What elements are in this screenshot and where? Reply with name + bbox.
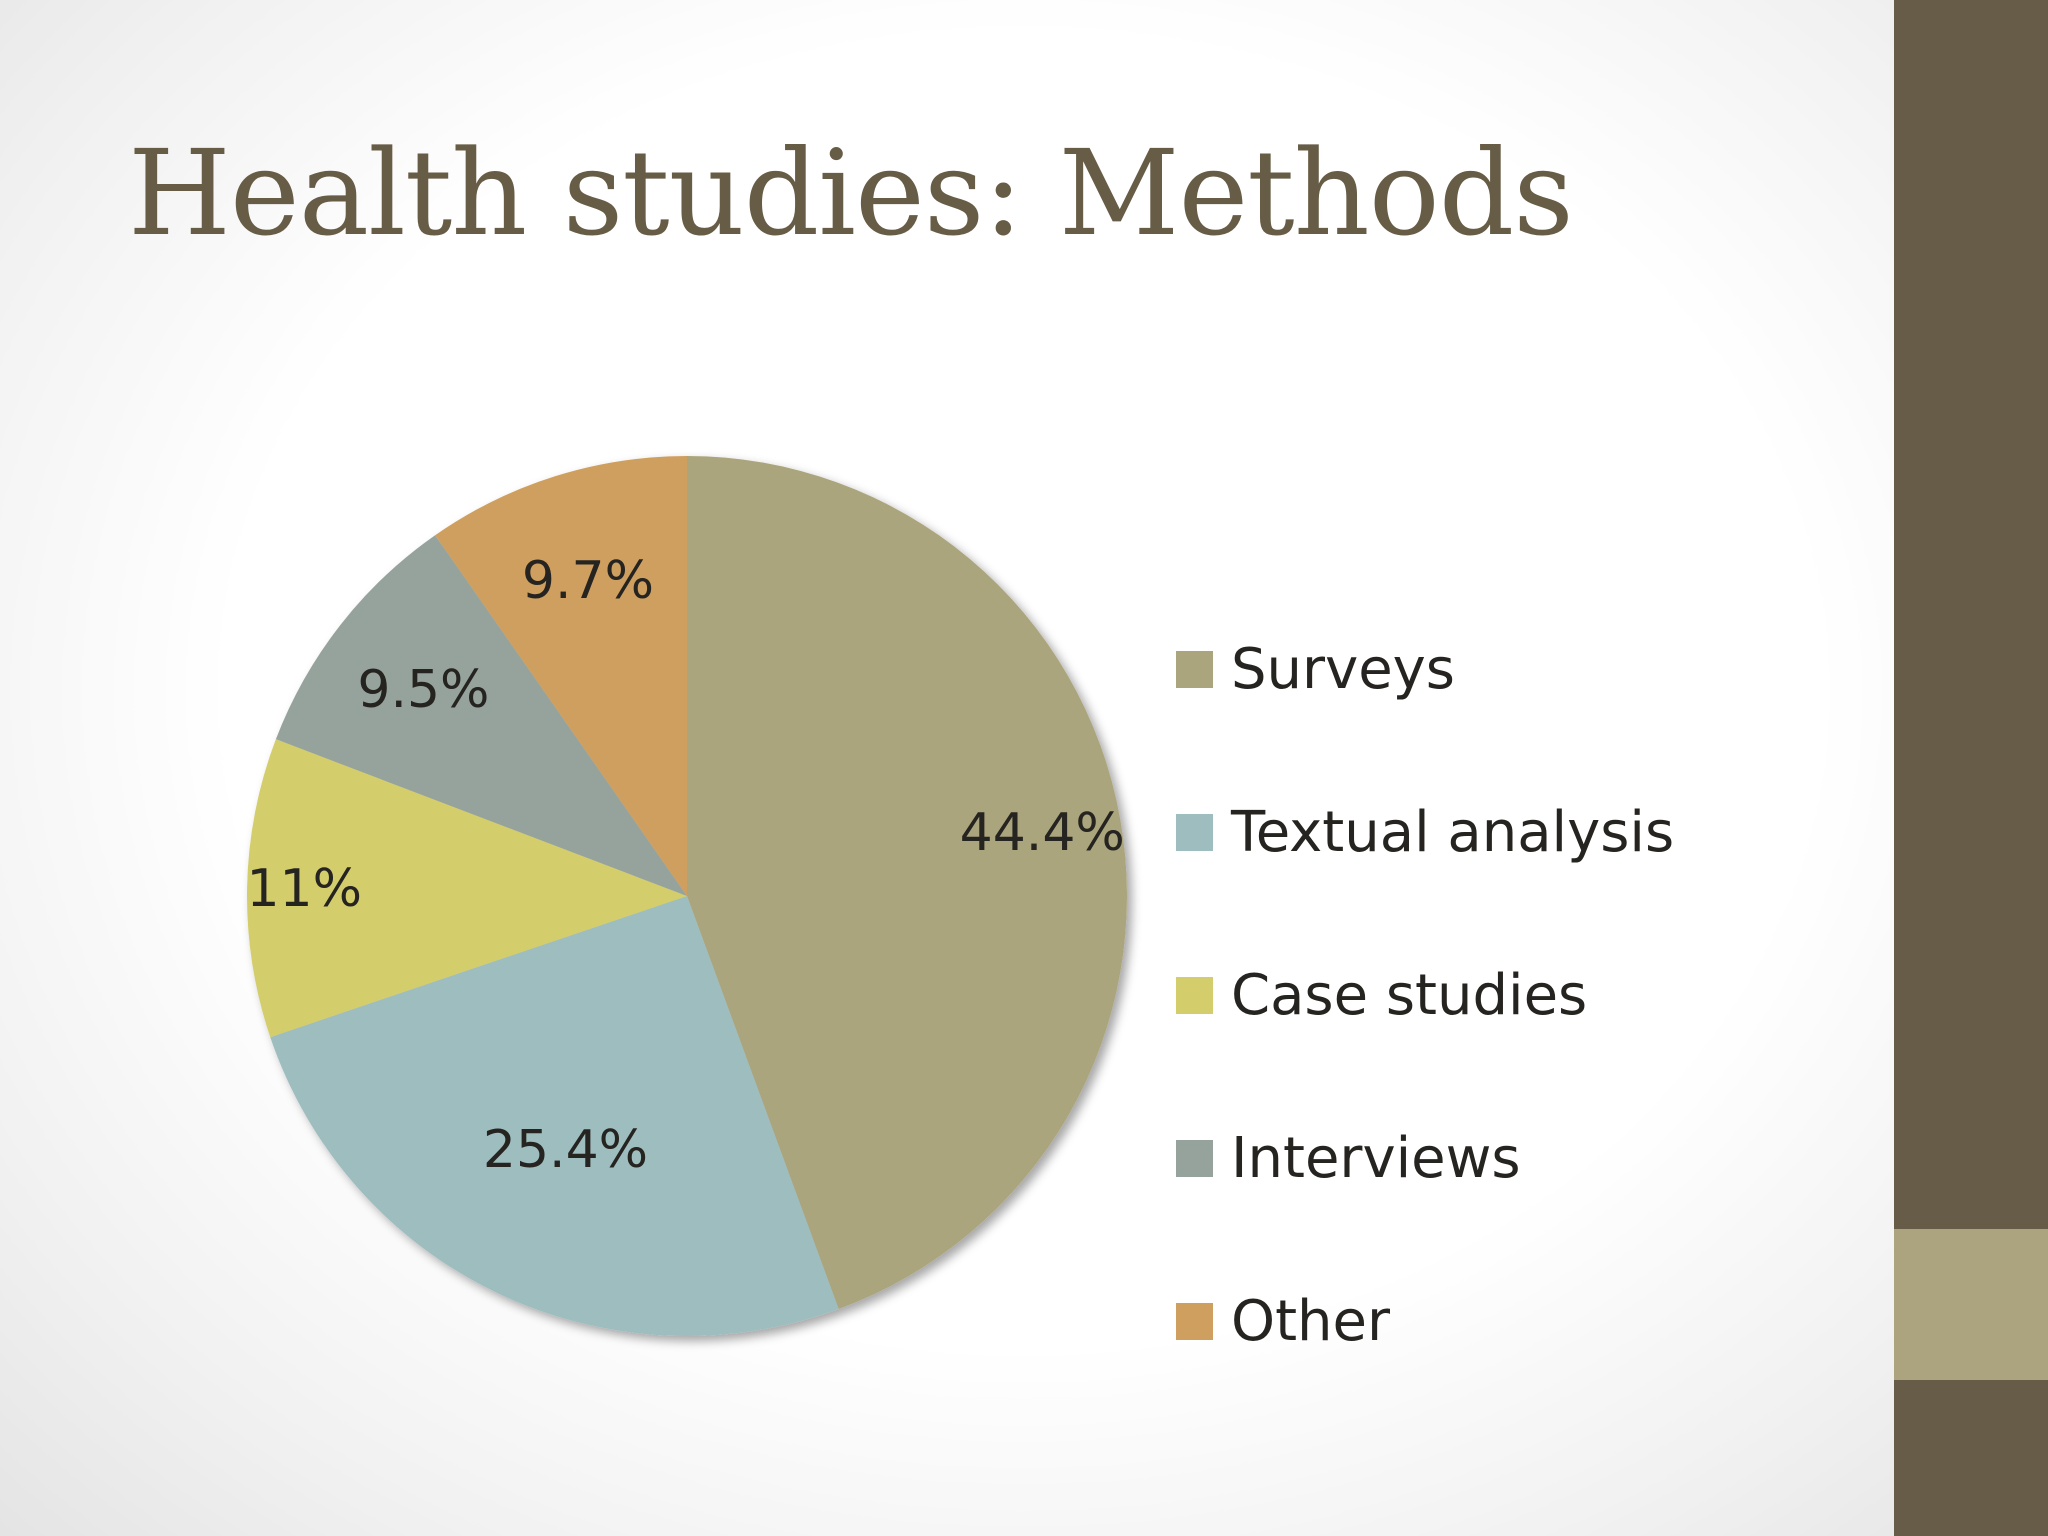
pie-slice-textual-analysis [270,896,839,1336]
legend-swatch-case-studies [1176,977,1213,1014]
pie-data-labels: 44.4% 25.4% 11% 9.5% 9.7% [246,551,1124,1180]
side-bar-accent [1894,1229,2048,1380]
legend-item-other: Other [1176,1240,1674,1403]
legend-item-case-studies: Case studies [1176,914,1674,1077]
pie-slice-interviews [275,535,687,896]
data-label-interviews: 9.5% [357,660,489,720]
pie-slices [246,456,1127,1336]
data-label-case-studies: 11% [246,859,362,919]
legend-item-textual-analysis: Textual analysis [1176,751,1674,914]
legend-swatch-surveys [1176,651,1213,688]
pie-slice-case-studies [246,739,687,1038]
legend-swatch-textual-analysis [1176,814,1213,851]
data-label-other: 9.7% [522,551,654,611]
legend-label-interviews: Interviews [1231,1126,1521,1191]
slide-title: Health studies: Methods [128,124,1574,262]
legend-item-surveys: Surveys [1176,588,1674,751]
legend-swatch-other [1176,1303,1213,1340]
chart-legend: Surveys Textual analysis Case studies In… [1176,588,1674,1403]
legend-swatch-interviews [1176,1140,1213,1177]
legend-label-other: Other [1231,1289,1391,1354]
pie-slice-surveys [687,456,1127,1310]
data-label-textual-analysis: 25.4% [483,1120,648,1180]
legend-label-textual-analysis: Textual analysis [1231,800,1675,865]
data-label-surveys: 44.4% [960,803,1125,863]
legend-label-surveys: Surveys [1231,637,1455,702]
pie-slice-other [435,456,687,896]
legend-label-case-studies: Case studies [1231,963,1588,1028]
legend-item-interviews: Interviews [1176,1077,1674,1240]
